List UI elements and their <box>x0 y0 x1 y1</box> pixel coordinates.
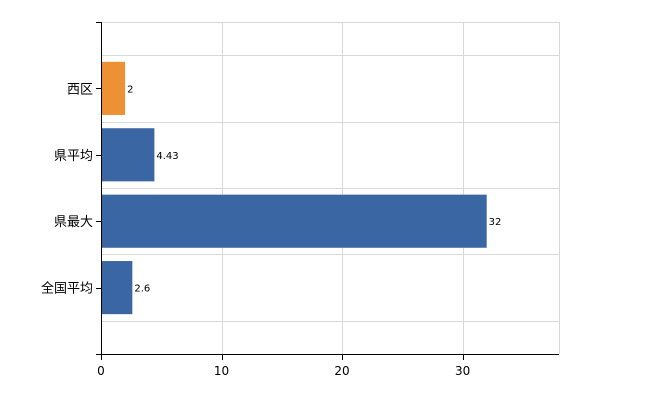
category-label-2: 県最大 <box>54 215 93 230</box>
category-label-1: 県平均 <box>54 149 93 164</box>
bars-layer <box>101 61 487 315</box>
labels-layer: 2 西区 4.43 県平均 32 県最大 2.6 全国平均 0 10 20 30 <box>41 82 501 378</box>
category-label-0: 西区 <box>67 82 93 97</box>
category-label-3: 全国平均 <box>41 281 93 297</box>
grid-layer <box>101 22 560 354</box>
x-tick-label-2: 20 <box>334 364 349 378</box>
data-label-1: 4.43 <box>156 151 178 162</box>
data-label-3: 2.6 <box>134 284 150 295</box>
bar-1 <box>101 128 155 182</box>
x-tick-label-0: 0 <box>97 364 105 378</box>
bar-3 <box>101 261 133 315</box>
data-label-2: 32 <box>489 217 502 228</box>
x-tick-label-1: 10 <box>214 364 229 378</box>
bar-0 <box>101 61 126 115</box>
x-tick-label-3: 30 <box>455 364 470 378</box>
axes-layer <box>96 22 559 360</box>
bar-2 <box>101 194 487 248</box>
data-label-0: 2 <box>127 84 133 95</box>
